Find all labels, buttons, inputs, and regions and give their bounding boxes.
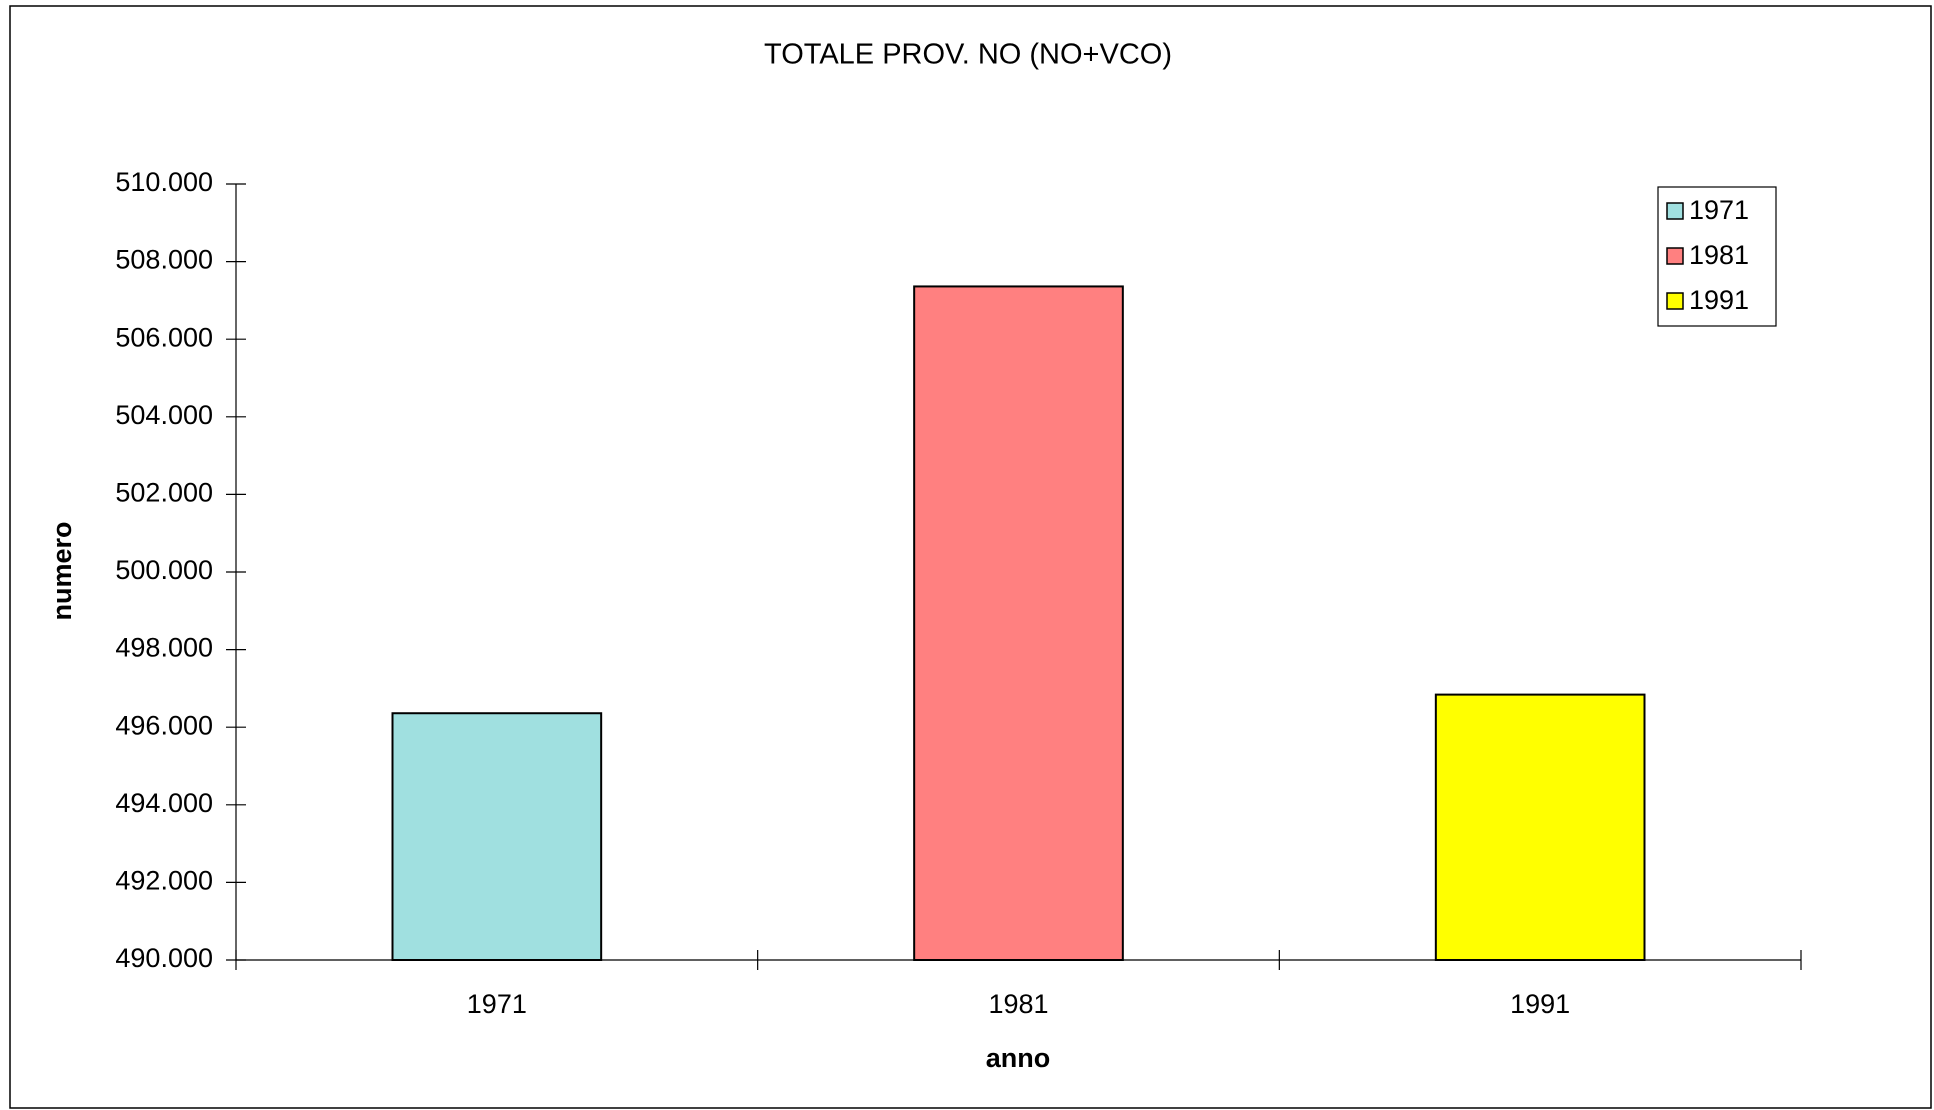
bar: [391, 712, 603, 961]
y-axis-label: numero: [47, 521, 77, 620]
x-axis-label: anno: [986, 1043, 1051, 1073]
y-tick-label: 494.000: [115, 788, 213, 818]
legend-label: 1981: [1689, 240, 1749, 270]
y-tick-label: 498.000: [115, 633, 213, 663]
y-tick-label: 502.000: [115, 478, 213, 508]
x-tick-label: 1991: [1510, 989, 1570, 1019]
bar: [1434, 693, 1646, 961]
legend-label: 1971: [1689, 195, 1749, 225]
x-tick-label: 1981: [988, 989, 1048, 1019]
y-tick-label: 492.000: [115, 866, 213, 896]
legend-label: 1991: [1689, 285, 1749, 315]
chart-title: TOTALE PROV. NO (NO+VCO): [764, 39, 1172, 71]
x-tick-label: 1971: [467, 989, 527, 1019]
y-tick-label: 506.000: [115, 322, 213, 352]
legend-swatch: [1666, 202, 1684, 220]
y-tick-label: 490.000: [115, 943, 213, 973]
y-tick-label: 504.000: [115, 400, 213, 430]
y-tick-label: 500.000: [115, 555, 213, 585]
legend-swatch: [1666, 292, 1684, 310]
legend-swatch: [1666, 247, 1684, 265]
y-tick-label: 508.000: [115, 245, 213, 275]
y-tick-label: 496.000: [115, 710, 213, 740]
y-tick-label: 510.000: [115, 167, 213, 197]
bar: [913, 285, 1124, 961]
